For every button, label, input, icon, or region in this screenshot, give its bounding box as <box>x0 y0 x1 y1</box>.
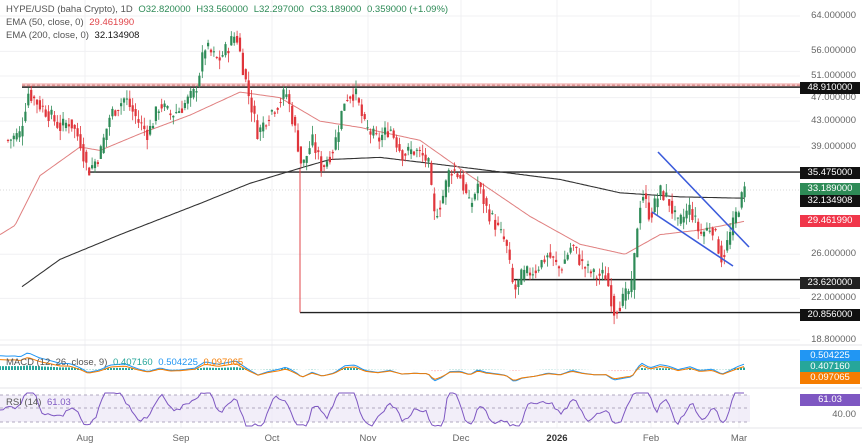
macd-label: MACD (12, 26, close, 9) <box>6 357 108 368</box>
ema200-label: EMA (200, close, 0) <box>6 30 89 41</box>
price-tag: 48.910000 <box>800 82 860 94</box>
rsi-level-label: 40.00 <box>832 409 856 420</box>
price-tag: 0.097065 <box>800 372 860 384</box>
candles <box>6 30 746 325</box>
rsi-value: 61.03 <box>47 397 71 408</box>
ema50-label: EMA (50, close, 0) <box>6 17 84 28</box>
open-value: O32.820000 <box>138 4 191 15</box>
ohlc-legend: HYPE/USD (baha Crypto), 1D O32.820000 H3… <box>6 4 448 15</box>
high-value: H33.560000 <box>196 4 249 15</box>
price-axis-label: 26.000000 <box>811 248 856 260</box>
rsi-label: RSI (14) <box>6 397 42 408</box>
price-tag: 23.620000 <box>800 277 860 289</box>
rsi-legend[interactable]: RSI (14) 61.03 <box>6 397 71 408</box>
price-axis-label: 51.000000 <box>811 70 856 82</box>
price-axis-label: 43.000000 <box>811 115 856 127</box>
price-tag: 29.461990 <box>800 215 860 227</box>
ema200-line <box>21 156 744 288</box>
time-axis-label: Nov <box>359 433 377 444</box>
price-axis-label: 18.800000 <box>811 334 856 345</box>
price-tag: 35.475000 <box>800 167 860 179</box>
price-axis-label: 47.000000 <box>811 91 856 103</box>
symbol-label: HYPE/USD (baha Crypto), 1D <box>6 4 133 15</box>
price-axis-label: 22.000000 <box>811 292 856 304</box>
ema200-value: 32.134908 <box>94 30 140 41</box>
macd-value: 0.407160 <box>113 357 153 368</box>
macd-pane <box>0 352 745 382</box>
price-tag: 20.856000 <box>800 309 860 321</box>
ema50-value: 29.461990 <box>89 17 135 28</box>
ema200-legend[interactable]: EMA (200, close, 0) 32.134908 <box>6 30 139 41</box>
price-tag: 61.03 <box>800 394 860 406</box>
price-axis-label: 56.000000 <box>811 45 856 57</box>
macd-signal-value: 0.504225 <box>158 357 198 368</box>
price-tag: 0.504225 <box>800 350 860 362</box>
time-axis-label: Oct <box>264 433 280 444</box>
price-axis-label: 64.000000 <box>811 10 856 21</box>
time-axis-label: Sep <box>172 433 190 444</box>
macd-hist-value: 0.097065 <box>203 357 244 368</box>
horizontal-levels <box>22 83 800 314</box>
time-axis-label: Feb <box>642 433 660 444</box>
price-tag: 32.134908 <box>800 195 860 207</box>
rsi-pane <box>0 392 750 427</box>
low-value: L32.297000 <box>253 4 304 15</box>
time-axis-label: Mar <box>730 433 748 444</box>
price-tag: 0.407160 <box>800 361 860 373</box>
time-axis-label: Dec <box>452 433 470 444</box>
close-value: C33.189000 <box>309 4 362 15</box>
price-tag: 33.189000 <box>800 183 860 195</box>
time-axis-label: 2026 <box>546 433 568 444</box>
price-axis-label: 39.000000 <box>811 141 856 152</box>
ema50-legend[interactable]: EMA (50, close, 0) 29.461990 <box>6 17 134 28</box>
ema50-line <box>0 91 745 255</box>
falling-wedge-trendlines <box>651 151 750 267</box>
macd-legend[interactable]: MACD (12, 26, close, 9) 0.407160 0.50422… <box>6 357 243 368</box>
time-axis-label: Aug <box>76 433 94 444</box>
change-value: 0.359000 (+1.09%) <box>366 4 449 15</box>
